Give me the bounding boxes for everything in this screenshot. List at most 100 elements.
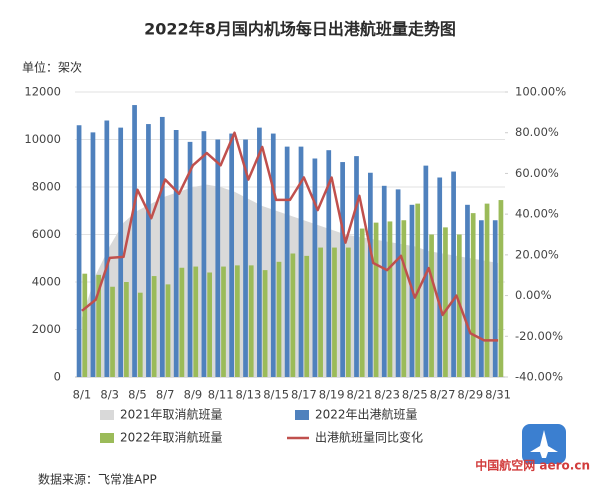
bar [243,139,248,377]
y-tick-label: 4000 [32,275,61,289]
bar [312,158,318,377]
bar [498,200,504,377]
bar [137,292,143,377]
logo [522,424,566,464]
x-tick-label: 8/1 [73,388,92,402]
bar [401,220,407,377]
bar [110,286,115,377]
bar [215,139,221,377]
y-tick-label: 12000 [24,85,61,99]
bar [326,150,332,377]
bar [354,156,359,377]
y-tick-label: 8000 [32,180,61,194]
bar [165,284,171,377]
x-tick-label: 8/27 [430,388,456,402]
line [81,131,499,342]
bar [132,105,137,377]
y-tick-label: 0 [54,370,61,384]
bar [290,253,296,377]
bar [368,172,373,377]
bar [318,247,323,377]
bar [82,273,88,377]
x-tick-label: 8/7 [156,388,175,402]
bar [124,282,129,377]
chart-title: 2022年8月国内机场每日出港航班量走势图 [144,20,456,39]
legend-label: 出港航班量同比变化 [315,430,423,445]
y2-tick-label: -40.00% [515,370,563,384]
bar [270,133,276,377]
legend-label: 2022年取消航班量 [120,430,223,445]
bar [492,220,498,377]
bar [304,255,310,377]
bar [345,247,351,377]
bar [187,141,193,377]
bar [276,261,282,377]
bar [104,120,110,377]
legend-label: 2022年出港航班量 [315,407,418,422]
legend-swatch [100,410,114,420]
bar [359,228,365,377]
y2-tick-label: 0.00% [515,288,552,302]
bar [395,189,401,377]
bar [179,267,185,377]
bar [221,266,226,377]
bar [257,127,262,377]
x-tick-label: 8/11 [208,388,234,402]
bar [146,124,151,377]
bar [373,222,379,377]
bar [298,146,304,377]
y2-tick-label: 80.00% [515,125,559,139]
y2-tick-label: 40.00% [515,207,559,221]
x-tick-label: 8/15 [263,388,289,402]
x-tick-label: 8/23 [374,388,400,402]
source: 数据来源：飞常准APP [38,472,157,487]
bar [90,132,96,377]
bar [387,221,393,377]
bar [429,234,434,377]
y2-tick-label: 100.00% [515,85,566,99]
legend-label: 2021年取消航班量 [120,407,223,422]
x-tick-label: 8/31 [485,388,511,402]
bar [478,220,484,377]
bar [248,265,254,377]
bar [229,133,235,377]
x-tick-label: 8/17 [291,388,317,402]
y2-tick-label: 60.00% [515,166,559,180]
bar [443,227,448,377]
y-tick-label: 2000 [32,322,61,336]
bar [470,213,476,377]
bar [201,131,207,377]
area [81,184,499,377]
watermark: 中国航空网 aero.cn [475,458,590,473]
bar [484,203,490,377]
bar [437,177,443,377]
bar [381,185,387,377]
x-tick-label: 8/19 [319,388,345,402]
x-tick-label: 8/9 [184,388,203,402]
y-tick-label: 10000 [24,132,61,146]
x-tick-label: 8/29 [457,388,483,402]
y2-tick-label: 20.00% [515,247,559,261]
bar [284,146,290,377]
bar [207,272,212,377]
bar [159,116,165,377]
bar [151,276,157,377]
bar [235,265,240,377]
bar [173,130,179,377]
bar [76,125,82,377]
x-tick-label: 8/13 [235,388,261,402]
legend-swatch [100,433,114,443]
bar [262,270,268,377]
x-tick-label: 8/25 [402,388,428,402]
legend-swatch [295,410,309,420]
bar [451,171,456,377]
bar [340,162,345,377]
x-tick-label: 8/21 [346,388,372,402]
y-tick-label: 6000 [32,227,61,241]
x-tick-label: 8/5 [128,388,147,402]
y2-tick-label: -20.00% [515,329,563,343]
unit-label: 单位：架次 [22,60,82,75]
bar [96,274,102,377]
bar [193,266,199,377]
